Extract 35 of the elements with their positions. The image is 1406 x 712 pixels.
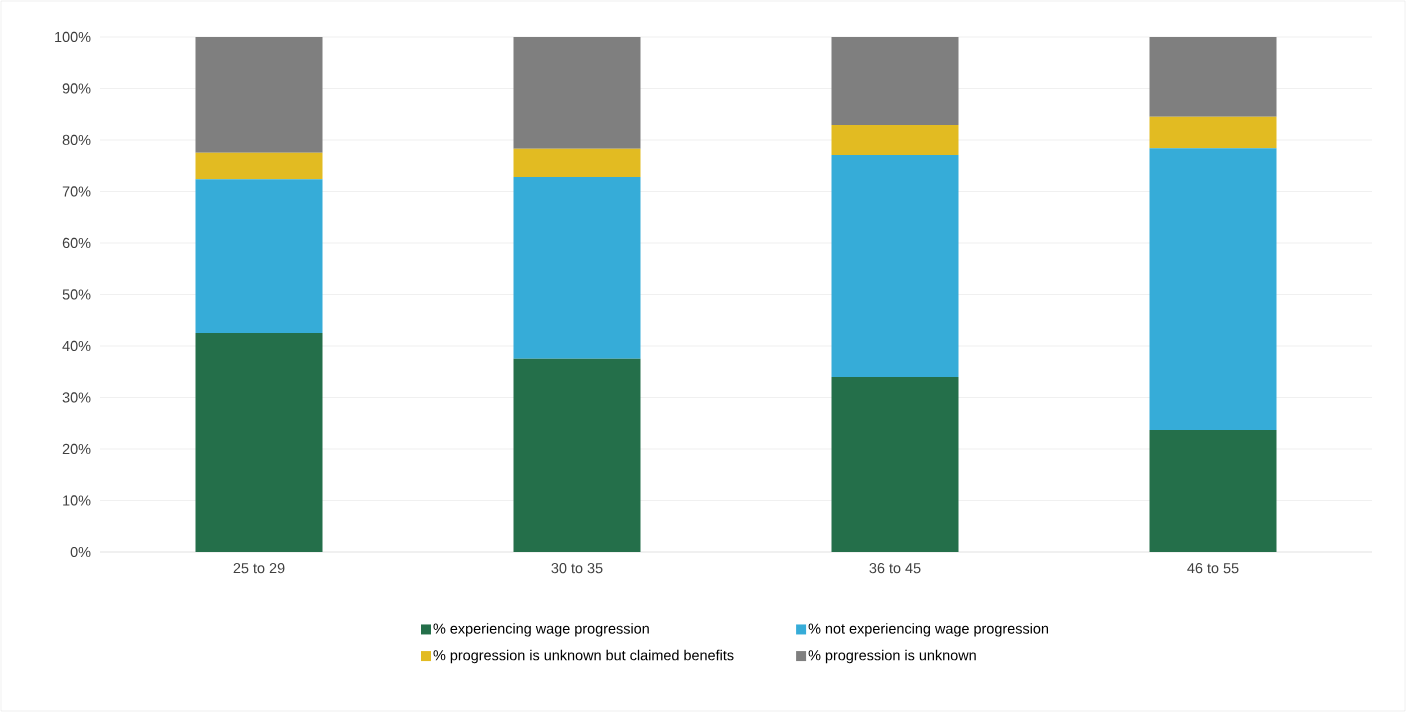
legend-label: % progression is unknown [808, 649, 976, 664]
bar [831, 376, 959, 552]
bar [195, 36, 323, 153]
y-tick-label: 100% [55, 31, 91, 43]
bar [195, 333, 323, 552]
y-tick-label: 10% [63, 495, 91, 506]
bar [1149, 116, 1277, 149]
y-tick-label: 30% [62, 392, 91, 403]
bar [831, 125, 959, 155]
legend-label: % progression is unknown but claimed benefits [433, 649, 734, 664]
y-tick-label: 80% [62, 134, 91, 146]
y-tick-label: 90% [62, 83, 91, 94]
bar [513, 36, 641, 149]
bar [831, 36, 959, 126]
x-tick-label: 25 to 29 [233, 563, 285, 574]
legend-label: % not experiencing wage progression [808, 623, 1049, 637]
x-tick-label: 36 to 45 [869, 563, 921, 574]
y-tick-label: 50% [62, 289, 91, 300]
bar [195, 152, 323, 180]
bar [831, 154, 959, 377]
bar [1149, 148, 1277, 430]
bar [1149, 429, 1277, 552]
x-tick-label: 30 to 35 [551, 563, 603, 574]
legend-label: % experiencing wage progression [433, 623, 649, 637]
bar [513, 358, 641, 552]
bar [195, 179, 323, 334]
bar [513, 177, 641, 359]
bar [1149, 36, 1277, 117]
y-tick-label: 0% [70, 546, 91, 558]
x-tick-label: 46 to 55 [1187, 563, 1239, 574]
bar [513, 148, 641, 178]
y-tick-label: 70% [62, 186, 91, 197]
y-tick-label: 60% [62, 237, 91, 249]
y-tick-label: 20% [62, 443, 91, 455]
y-tick-label: 40% [62, 340, 91, 352]
